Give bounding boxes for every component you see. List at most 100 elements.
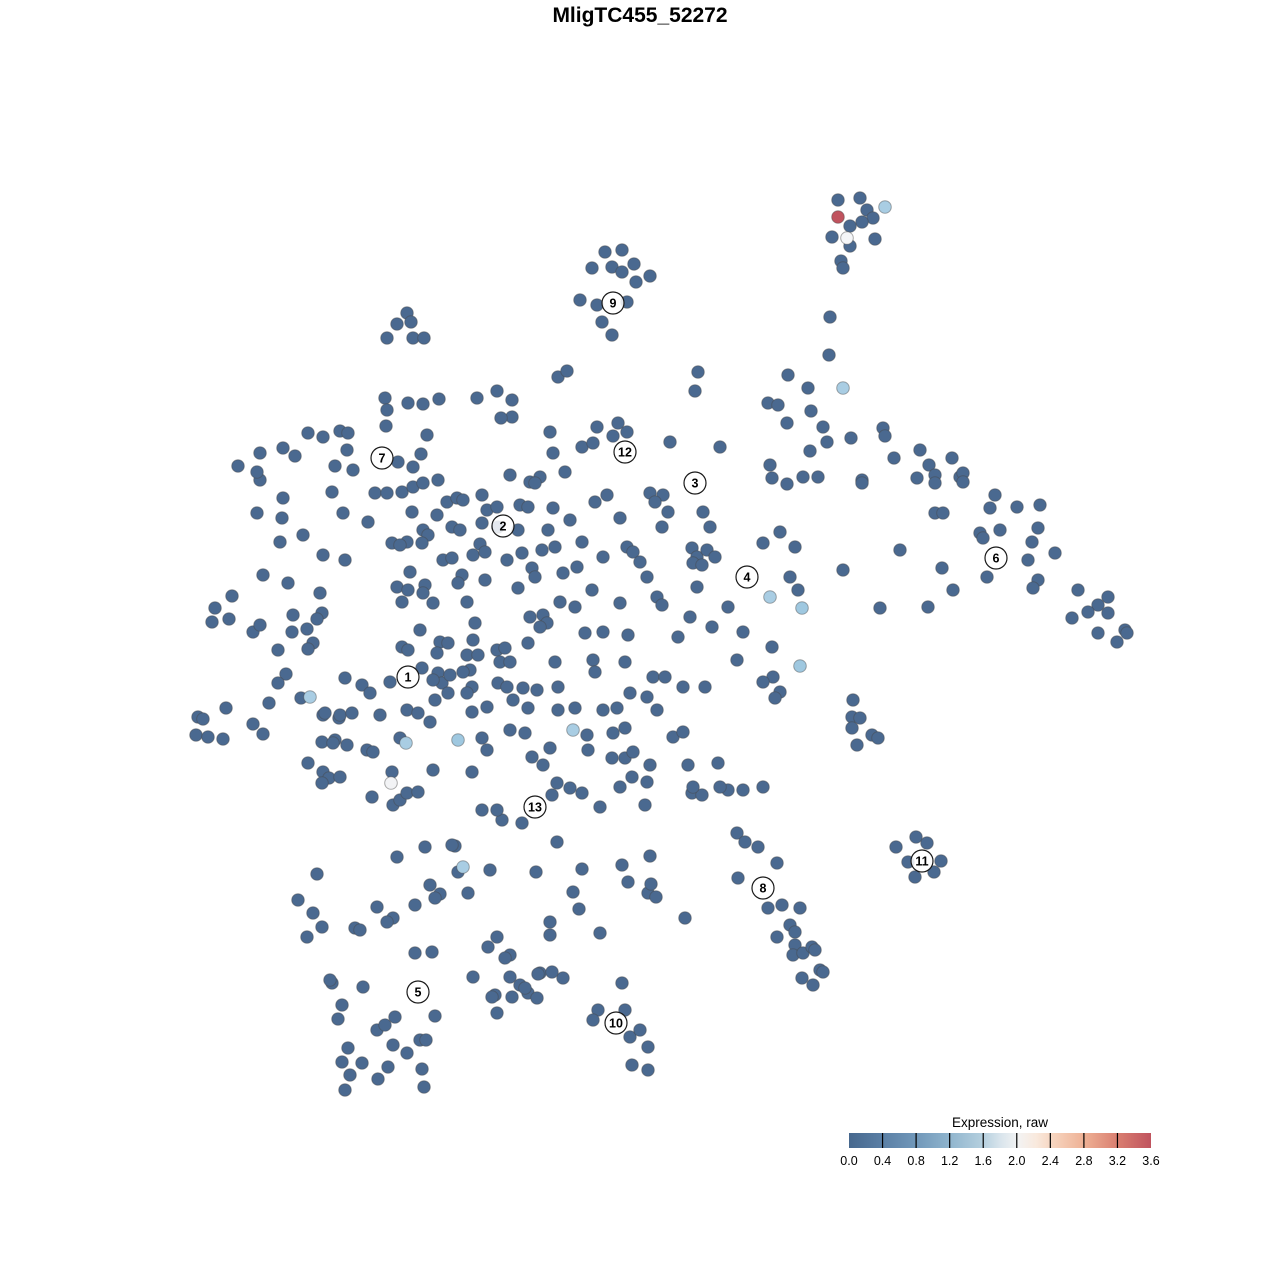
- cluster-label-12: 12: [613, 440, 637, 464]
- scatter-point: [593, 800, 607, 814]
- scatter-point: [417, 331, 431, 345]
- scatter-point: [400, 1046, 414, 1060]
- scatter-point: [633, 555, 647, 569]
- scatter-point: [430, 646, 444, 660]
- scatter-point: [325, 485, 339, 499]
- scatter-point: [356, 980, 370, 994]
- scatter-point: [516, 681, 530, 695]
- cluster-label-text: 2: [500, 520, 507, 534]
- scatter-point: [595, 315, 609, 329]
- scatter-point: [596, 625, 610, 639]
- scatter-point: [380, 403, 394, 417]
- scatter-point: [570, 560, 584, 574]
- scatter-point: [395, 595, 409, 609]
- scatter-point: [588, 495, 602, 509]
- scatter-point: [395, 485, 409, 499]
- scatter-point: [831, 193, 845, 207]
- scatter-point: [615, 858, 629, 872]
- scatter-point: [466, 548, 480, 562]
- scatter-point: [1048, 546, 1062, 560]
- legend-tick-label: 3.2: [1109, 1154, 1126, 1168]
- scatter-point: [338, 553, 352, 567]
- scatter-point: [721, 600, 735, 614]
- scatter-point: [426, 596, 440, 610]
- scatter-point: [326, 736, 340, 750]
- scatter-point: [927, 865, 941, 879]
- scatter-point: [644, 877, 658, 891]
- scatter-point: [336, 506, 350, 520]
- scatter-point: [380, 915, 394, 929]
- scatter-point: [208, 601, 222, 615]
- scatter-point: [625, 1058, 639, 1072]
- scatter-point: [338, 671, 352, 685]
- scatter-point: [416, 586, 430, 600]
- scatter-point: [475, 803, 489, 817]
- scatter-point: [196, 712, 210, 726]
- cluster-label-circle: [523, 795, 547, 819]
- scatter-point: [676, 725, 690, 739]
- scatter-point: [368, 486, 382, 500]
- scatter-point: [581, 743, 595, 757]
- scatter-point: [419, 1033, 433, 1047]
- cluster-label-circle: [406, 980, 430, 1004]
- scatter-point: [523, 610, 537, 624]
- cluster-label-text: 6: [993, 552, 1000, 566]
- scatter-point: [618, 721, 632, 735]
- scatter-point: [470, 391, 484, 405]
- scatter-point: [878, 429, 892, 443]
- scatter-point: [703, 520, 717, 534]
- cluster-label-3: 3: [683, 471, 707, 495]
- scatter-point: [528, 570, 542, 584]
- scatter-point: [445, 551, 459, 565]
- scatter-point-expression: [451, 733, 465, 747]
- scatter-point: [316, 430, 330, 444]
- scatter-point: [678, 911, 692, 925]
- scatter-point: [271, 643, 285, 657]
- scatter-point: [475, 488, 489, 502]
- scatter-point: [788, 540, 802, 554]
- scatter-point: [548, 655, 562, 669]
- scatter-point: [328, 459, 342, 473]
- cluster-label-13: 13: [523, 795, 547, 819]
- scatter-point: [1071, 583, 1085, 597]
- cluster-label-11: 11: [910, 849, 934, 873]
- scatter-point: [490, 384, 504, 398]
- scatter-point: [590, 298, 604, 312]
- scatter-point: [775, 898, 789, 912]
- scatter-point: [503, 468, 517, 482]
- scatter-point: [738, 835, 752, 849]
- scatter-point: [945, 451, 959, 465]
- cluster-label-circle: [601, 291, 625, 315]
- scatter-point: [518, 981, 532, 995]
- scatter-point: [420, 428, 434, 442]
- scatter-point: [638, 798, 652, 812]
- scatter-point: [935, 561, 949, 575]
- scatter-point: [441, 686, 455, 700]
- scatter-point: [416, 476, 430, 490]
- scatter-point: [381, 1060, 395, 1074]
- cluster-label-text: 10: [609, 1017, 623, 1031]
- scatter-point: [713, 780, 727, 794]
- scatter-point: [250, 506, 264, 520]
- scatter-point: [641, 1063, 655, 1077]
- cluster-label-text: 7: [379, 452, 386, 466]
- cluster-label-10: 10: [604, 1011, 628, 1035]
- cluster-label-circle: [491, 514, 515, 538]
- scatter-point: [543, 425, 557, 439]
- scatter-point: [976, 531, 990, 545]
- scatter-point: [373, 708, 387, 722]
- scatter-point: [498, 951, 512, 965]
- scatter-point: [606, 429, 620, 443]
- scatter-point: [345, 706, 359, 720]
- scatter-point: [490, 1006, 504, 1020]
- scatter-point: [783, 570, 797, 584]
- scatter-point: [816, 420, 830, 434]
- scatter-point: [629, 275, 643, 289]
- scatter-point: [690, 580, 704, 594]
- scatter-point: [908, 870, 922, 884]
- scatter-point: [626, 745, 640, 759]
- scatter-point: [806, 978, 820, 992]
- scatter-point: [585, 261, 599, 275]
- cluster-label-circle: [370, 446, 394, 470]
- scatter-point: [553, 595, 567, 609]
